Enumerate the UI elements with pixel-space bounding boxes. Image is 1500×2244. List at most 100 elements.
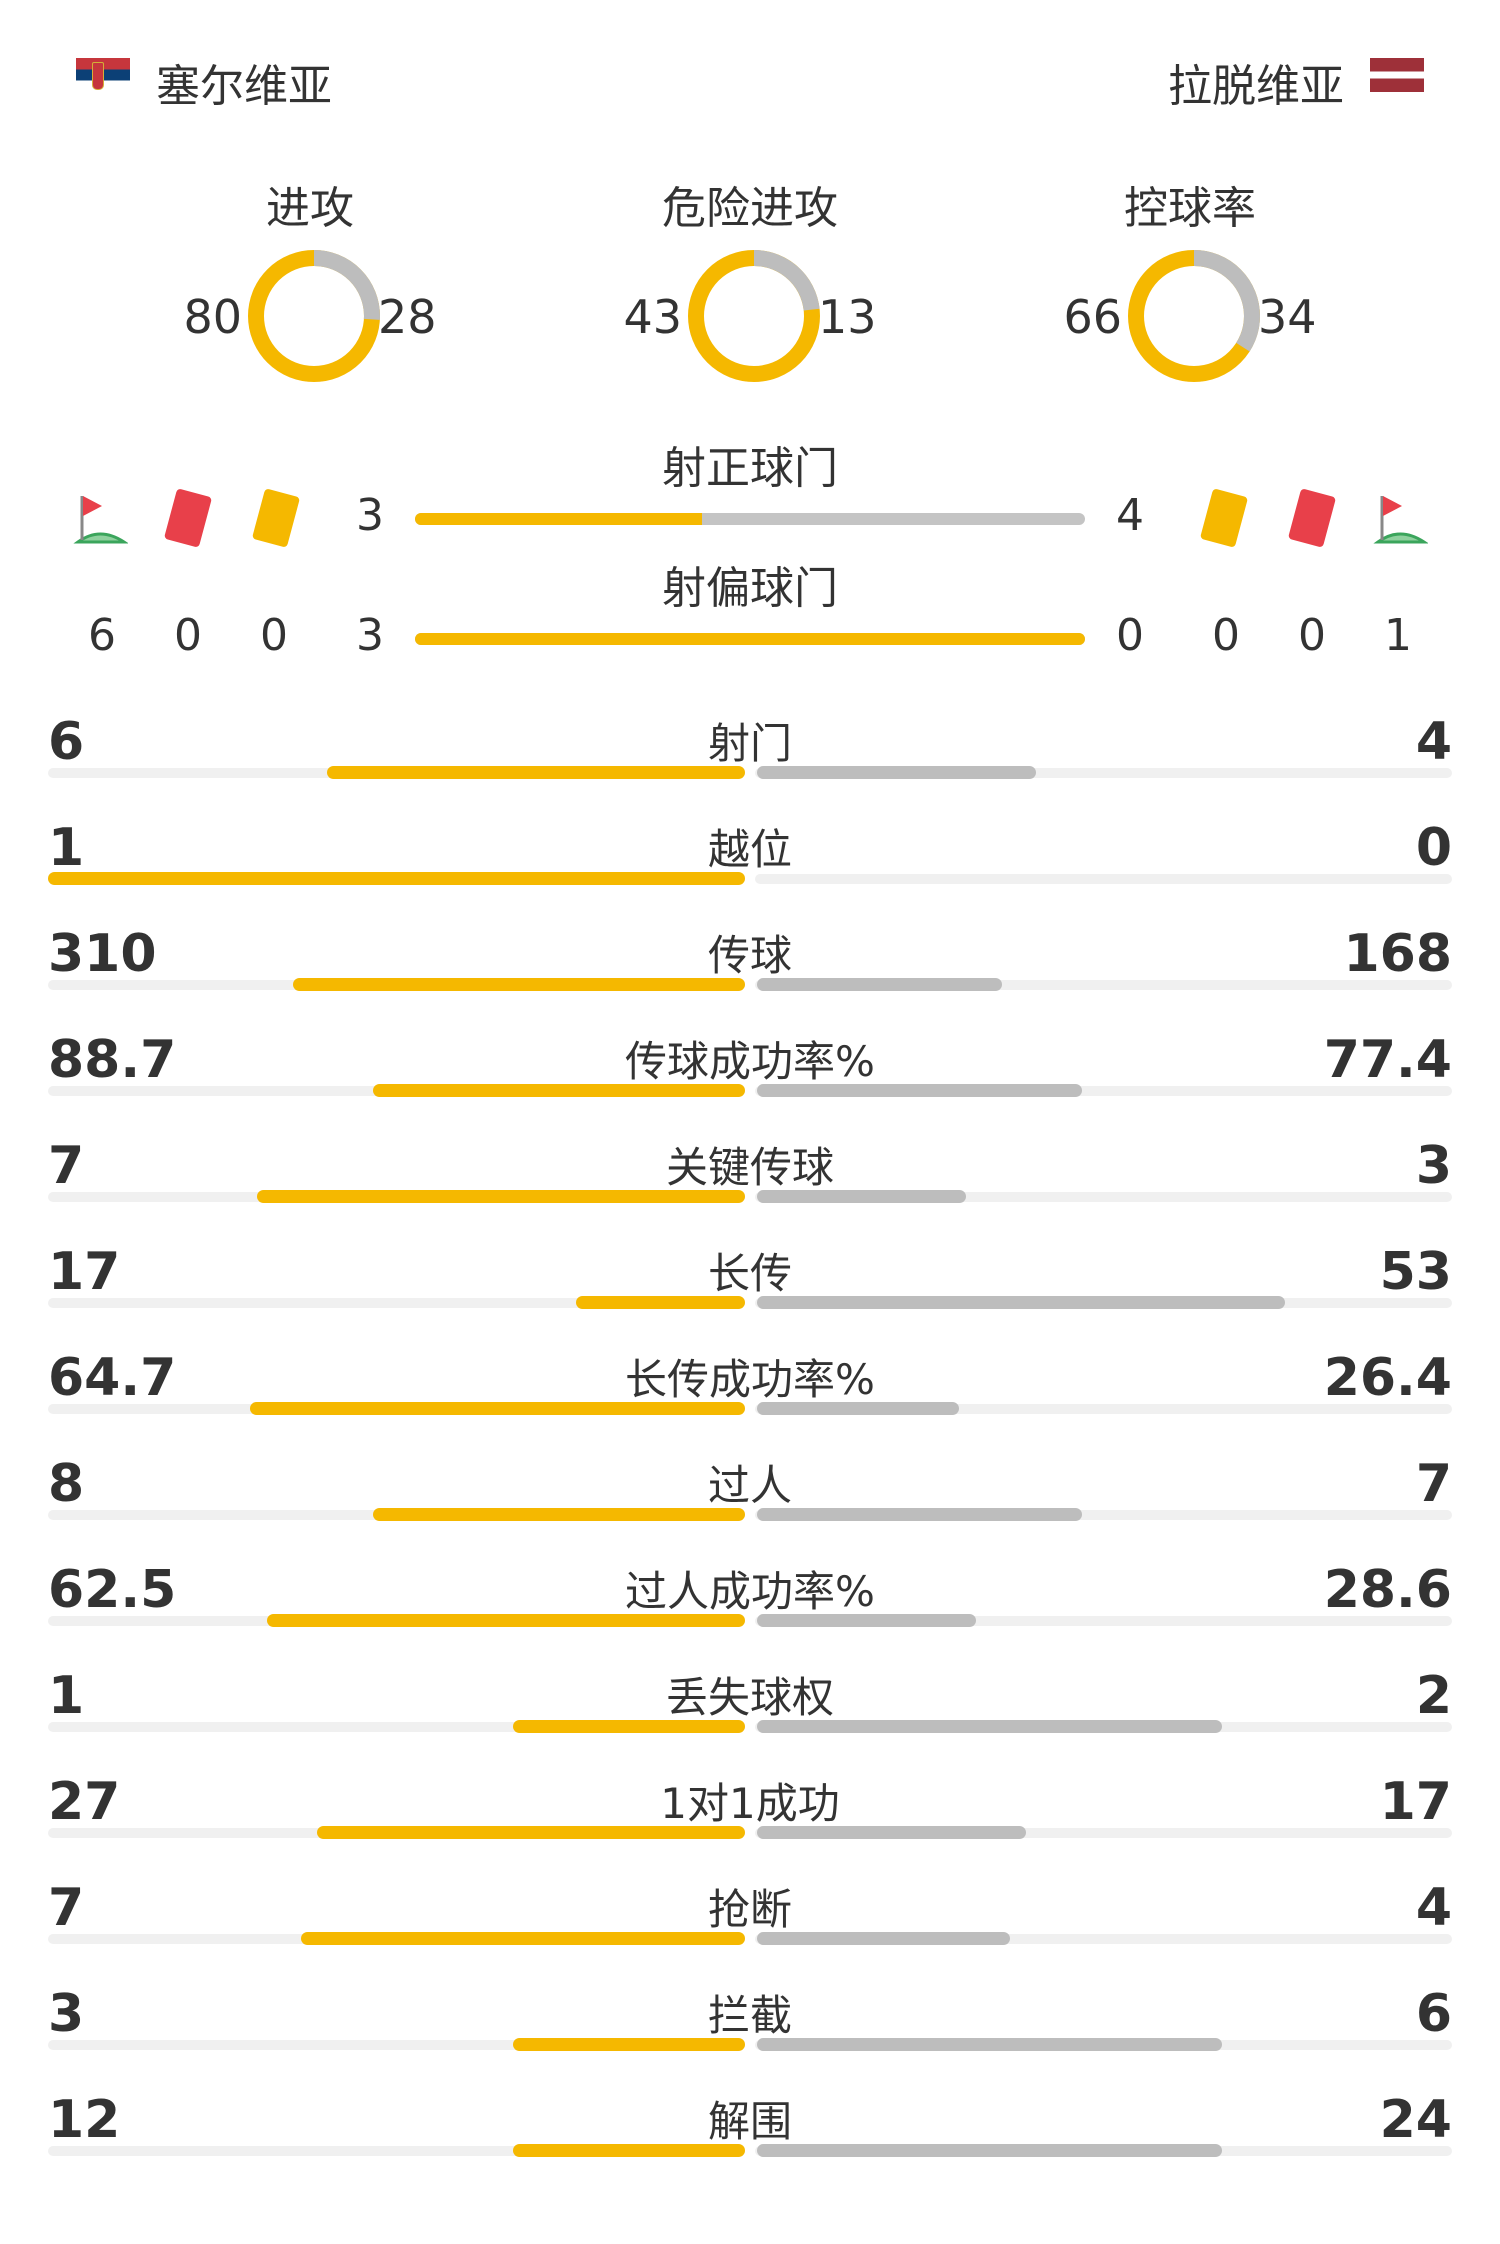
stat-home-bar (293, 978, 745, 991)
donut-attacks: 进攻 80 28 (110, 172, 510, 412)
stat-away-track (755, 1510, 1452, 1520)
donut-home-value: 43 (623, 290, 682, 344)
stat-away-bar (757, 1190, 966, 1203)
stat-label: 射门 (707, 719, 792, 768)
stat-row: 64.7 长传成功率% 26.4 (0, 1338, 1500, 1444)
donut-title: 控球率 (1124, 183, 1256, 234)
stat-label: 过人成功率% (625, 1567, 875, 1616)
stat-label: 传球 (707, 931, 792, 980)
stat-away-track (755, 1404, 1452, 1414)
shots-on-target-title: 射正球门 (662, 443, 838, 494)
donut-away-value: 13 (818, 290, 877, 344)
stat-away-value: 0 (1415, 818, 1452, 878)
stat-away-value: 24 (1379, 2090, 1452, 2150)
stat-home-bar (267, 1614, 745, 1627)
stat-away-track (755, 1828, 1452, 1838)
stat-home-value: 27 (48, 1772, 121, 1832)
stat-label: 传球成功率% (625, 1037, 875, 1086)
stat-away-bar (757, 1508, 1082, 1521)
stat-away-track (755, 1934, 1452, 1944)
stat-home-bar (327, 766, 745, 779)
donut-title: 危险进攻 (662, 183, 838, 234)
home-red-cards: 0 (174, 610, 202, 661)
stat-away-value: 53 (1379, 1242, 1452, 1302)
stat-away-value: 17 (1379, 1772, 1452, 1832)
donut-away-arc (1128, 250, 1260, 382)
stat-away-bar (757, 1826, 1026, 1839)
stat-label: 长传 (707, 1249, 792, 1298)
stat-away-value: 3 (1415, 1136, 1452, 1196)
stat-away-bar (757, 2038, 1222, 2051)
corner-flag-icon (1373, 496, 1428, 544)
stat-home-track (48, 2040, 745, 2050)
stat-away-track (755, 874, 1452, 884)
donut-away-value: 34 (1258, 290, 1317, 344)
donut-home-value: 66 (1063, 290, 1122, 344)
shots-off-away: 0 (1116, 610, 1144, 661)
stat-away-bar (757, 1296, 1285, 1309)
shots-off-home: 3 (356, 610, 384, 661)
latvia-flag-icon (1370, 58, 1424, 92)
corner-flag-icon (73, 496, 128, 544)
stat-home-value: 88.7 (48, 1030, 177, 1090)
stat-label: 关键传球 (665, 1143, 834, 1192)
yellow-card-icon (1200, 489, 1248, 547)
stat-home-bar (373, 1508, 745, 1521)
stat-home-bar (257, 1190, 745, 1203)
stat-away-track (755, 1616, 1452, 1626)
stat-row: 6 射门 4 (0, 702, 1500, 808)
away-corners: 1 (1384, 610, 1412, 661)
shots-off-target-title: 射偏球门 (662, 563, 838, 614)
stat-away-value: 2 (1415, 1666, 1452, 1726)
away-team-name: 拉脱维亚 (1168, 61, 1344, 112)
stat-label: 抢断 (707, 1885, 792, 1934)
stat-home-value: 310 (48, 924, 157, 984)
stat-home-value: 1 (48, 1666, 85, 1726)
stat-home-value: 64.7 (48, 1348, 177, 1408)
stat-home-bar (513, 2038, 745, 2051)
stat-away-value: 6 (1415, 1984, 1452, 2044)
stat-away-bar (757, 1720, 1222, 1733)
stat-home-value: 6 (48, 712, 85, 772)
stat-away-track (755, 1192, 1452, 1202)
home-corners: 6 (88, 610, 116, 661)
shots-off-bar (415, 633, 1085, 645)
stat-home-value: 8 (48, 1454, 85, 1514)
stat-home-value: 7 (48, 1878, 85, 1938)
stat-away-value: 4 (1415, 712, 1452, 772)
stat-row: 12 解围 24 (0, 2080, 1500, 2186)
stat-away-value: 4 (1415, 1878, 1452, 1938)
match-header: 塞尔维亚 拉脱维亚 (0, 40, 1500, 112)
stat-home-track (48, 1722, 745, 1732)
stat-row: 1 越位 0 (0, 808, 1500, 914)
stat-home-bar (576, 1296, 745, 1309)
stat-away-bar (757, 2144, 1222, 2157)
stat-home-bar (373, 1084, 745, 1097)
stat-away-bar (757, 1932, 1010, 1945)
stat-row: 88.7 传球成功率% 77.4 (0, 1020, 1500, 1126)
shots-on-home-fill (415, 513, 703, 525)
stat-away-bar (757, 1084, 1082, 1097)
stat-row: 17 长传 53 (0, 1232, 1500, 1338)
away-red-cards: 0 (1298, 610, 1326, 661)
stat-label: 解围 (707, 2097, 792, 2146)
stat-away-value: 7 (1415, 1454, 1452, 1514)
stat-row: 7 关键传球 3 (0, 1126, 1500, 1232)
stat-away-bar (757, 1614, 976, 1627)
donut-away-arc (248, 250, 380, 382)
donut-chart (248, 250, 380, 382)
stat-label: 越位 (707, 825, 792, 874)
stat-away-bar (757, 1402, 959, 1415)
shots-on-away: 4 (1116, 490, 1144, 541)
stat-home-bar (48, 872, 745, 885)
stat-row: 3 拦截 6 (0, 1974, 1500, 2080)
stat-label: 丢失球权 (665, 1673, 834, 1722)
stat-away-bar (757, 978, 1002, 991)
stat-away-track (755, 980, 1452, 990)
stat-home-value: 1 (48, 818, 85, 878)
stat-row: 1 丢失球权 2 (0, 1656, 1500, 1762)
stat-row: 7 抢断 4 (0, 1868, 1500, 1974)
stat-away-track (755, 768, 1452, 778)
donut-chart (688, 250, 820, 382)
donut-home-value: 80 (183, 290, 242, 344)
